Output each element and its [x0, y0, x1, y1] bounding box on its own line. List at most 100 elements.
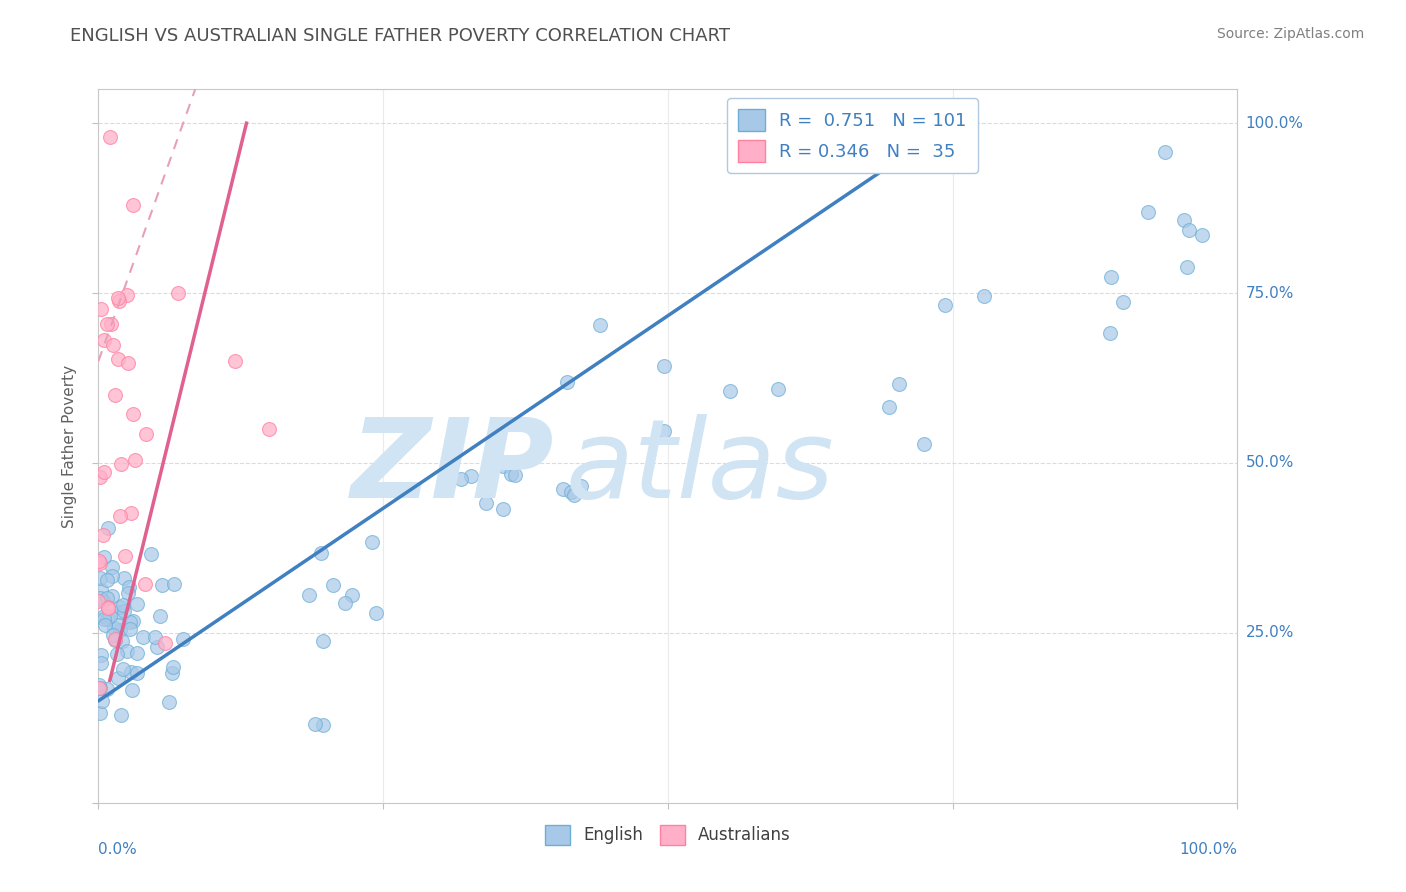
- Point: [121, 198, 143, 212]
- Point: [100, 318, 122, 332]
- Point: [112, 604, 135, 618]
- Point: [333, 596, 356, 610]
- Point: [91, 528, 114, 542]
- Point: [91, 693, 114, 707]
- Point: [312, 717, 335, 731]
- Point: [111, 634, 134, 648]
- Point: [311, 634, 333, 648]
- Point: [167, 286, 190, 301]
- Point: [89, 557, 111, 571]
- Point: [120, 665, 142, 679]
- Point: [1153, 145, 1175, 160]
- Point: [93, 549, 115, 564]
- Text: 0.0%: 0.0%: [98, 842, 138, 857]
- Point: [1175, 260, 1198, 274]
- Point: [361, 534, 384, 549]
- Text: 100.0%: 100.0%: [1246, 116, 1303, 131]
- Point: [117, 580, 139, 594]
- Point: [108, 508, 131, 523]
- Point: [108, 294, 131, 309]
- Point: [87, 594, 110, 608]
- Point: [562, 488, 585, 502]
- Point: [1173, 213, 1195, 227]
- Point: [90, 583, 112, 598]
- Point: [89, 706, 111, 720]
- Point: [97, 600, 120, 615]
- Point: [87, 678, 110, 692]
- Point: [322, 578, 344, 592]
- Point: [121, 407, 143, 421]
- Point: [150, 577, 173, 591]
- Point: [766, 382, 789, 396]
- Point: [149, 609, 172, 624]
- Point: [304, 717, 326, 731]
- Point: [342, 588, 364, 602]
- Point: [107, 352, 129, 367]
- Point: [135, 427, 157, 442]
- Point: [492, 502, 515, 516]
- Point: [96, 681, 118, 696]
- Point: [93, 593, 115, 607]
- Text: 75.0%: 75.0%: [1246, 285, 1294, 301]
- Point: [90, 656, 112, 670]
- Point: [160, 665, 183, 680]
- Point: [112, 598, 135, 612]
- Point: [143, 630, 166, 644]
- Point: [259, 422, 281, 436]
- Point: [1101, 269, 1123, 284]
- Point: [89, 591, 111, 606]
- Point: [450, 472, 472, 486]
- Point: [475, 496, 498, 510]
- Point: [1098, 326, 1121, 340]
- Point: [551, 482, 574, 496]
- Point: [100, 590, 122, 604]
- Point: [912, 437, 935, 451]
- Point: [163, 577, 186, 591]
- Point: [499, 467, 522, 482]
- Point: [1137, 204, 1160, 219]
- Point: [973, 289, 995, 303]
- Point: [93, 334, 115, 348]
- Point: [146, 640, 169, 655]
- Point: [89, 469, 111, 483]
- Text: atlas: atlas: [565, 414, 834, 521]
- Point: [132, 630, 155, 644]
- Point: [1191, 228, 1213, 243]
- Point: [120, 506, 142, 520]
- Point: [111, 661, 134, 675]
- Point: [460, 469, 482, 483]
- Point: [97, 599, 120, 614]
- Text: ZIP: ZIP: [350, 414, 554, 521]
- Point: [652, 424, 675, 438]
- Point: [107, 618, 129, 632]
- Point: [93, 608, 115, 623]
- Point: [224, 354, 246, 368]
- Point: [124, 453, 146, 467]
- Point: [96, 573, 118, 587]
- Point: [125, 646, 148, 660]
- Point: [115, 288, 138, 302]
- Point: [121, 682, 143, 697]
- Point: [110, 708, 132, 723]
- Point: [94, 617, 117, 632]
- Point: [101, 337, 124, 351]
- Text: 100.0%: 100.0%: [1180, 842, 1237, 857]
- Point: [90, 648, 112, 663]
- Point: [652, 359, 675, 373]
- Point: [97, 521, 120, 535]
- Text: 50.0%: 50.0%: [1246, 456, 1294, 470]
- Point: [101, 627, 124, 641]
- Point: [107, 671, 129, 685]
- Point: [96, 591, 118, 605]
- Point: [96, 318, 118, 332]
- Point: [112, 571, 135, 585]
- Point: [89, 681, 111, 696]
- Point: [93, 465, 115, 479]
- Text: 25.0%: 25.0%: [1246, 625, 1294, 640]
- Point: [108, 623, 131, 637]
- Point: [934, 298, 956, 312]
- Point: [98, 129, 121, 144]
- Point: [877, 400, 900, 414]
- Point: [309, 546, 332, 560]
- Point: [1112, 295, 1135, 310]
